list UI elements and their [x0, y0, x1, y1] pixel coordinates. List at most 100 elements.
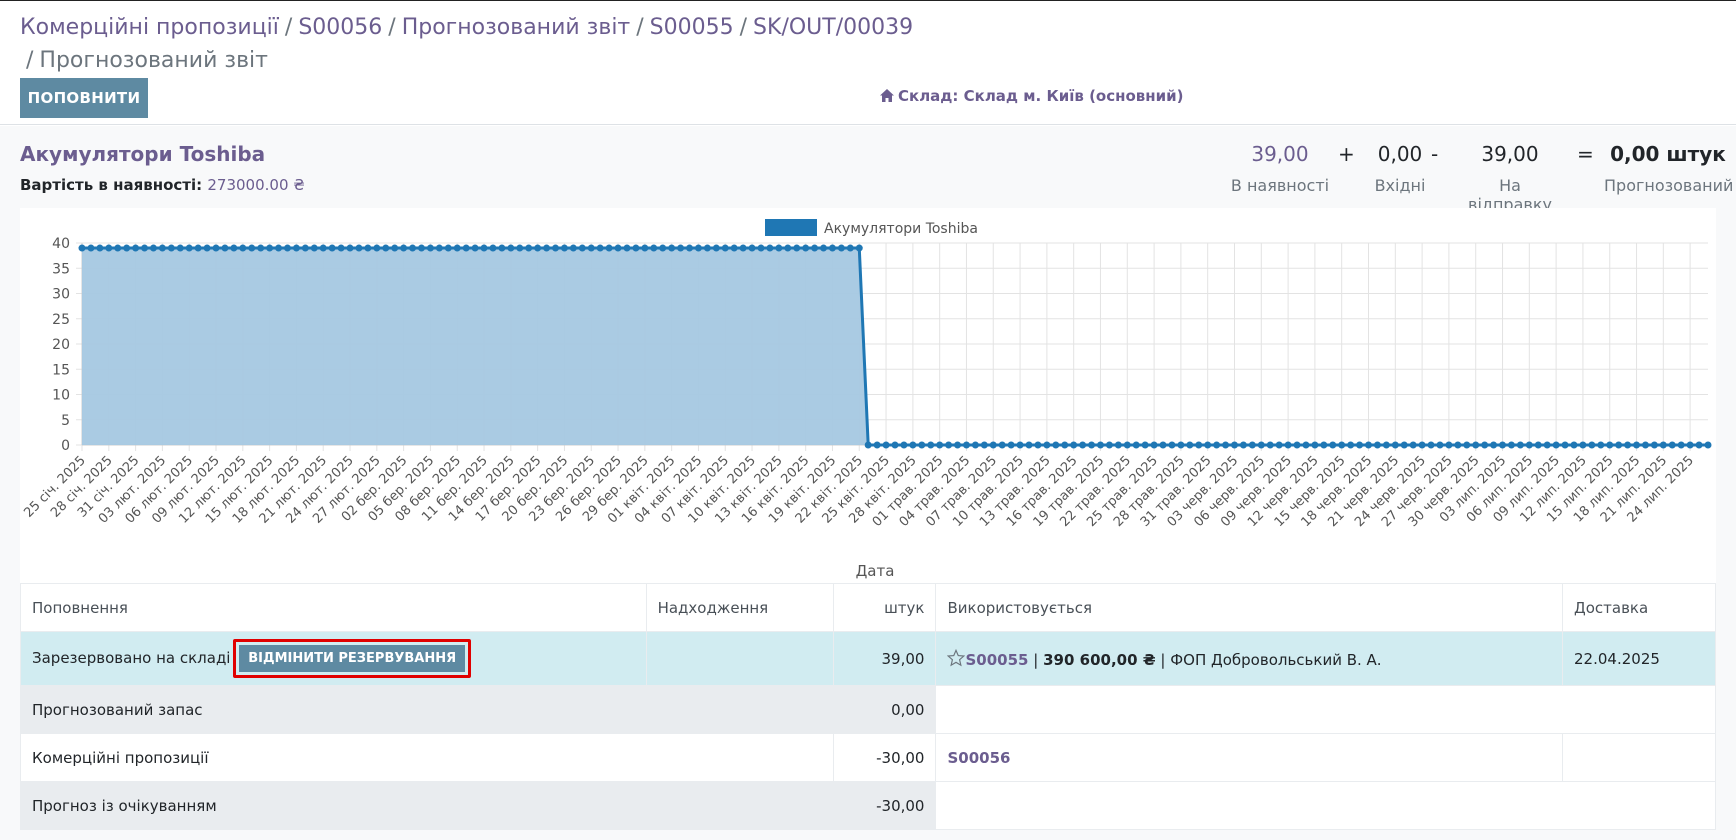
data-point [1177, 441, 1185, 449]
incoming-value: 0,00 [1377, 142, 1423, 166]
data-point [1624, 441, 1632, 449]
breadcrumb-item-delivery[interactable]: SK/OUT/00039 [753, 15, 914, 40]
data-point [141, 244, 149, 252]
data-point [194, 244, 202, 252]
data-point [1168, 441, 1176, 449]
data-point [632, 244, 640, 252]
data-point [221, 244, 229, 252]
data-point [757, 244, 765, 252]
data-point [552, 244, 560, 252]
data-point [123, 244, 131, 252]
data-point [1257, 441, 1265, 449]
data-point [1320, 441, 1328, 449]
data-point [1507, 441, 1515, 449]
on-hand-label: В наявності [1230, 176, 1330, 195]
data-point [275, 244, 283, 252]
plus-sign: + [1338, 142, 1355, 166]
forecast-table: Поповнення Надходження штук Використовує… [20, 583, 1716, 830]
data-point [1114, 441, 1122, 449]
data-point [882, 441, 890, 449]
y-tick-label: 35 [52, 261, 70, 277]
home-icon [880, 89, 894, 102]
data-point [1490, 441, 1498, 449]
data-point [1222, 441, 1230, 449]
data-point [1516, 441, 1524, 449]
on-hand-value[interactable]: 39,00 [1251, 142, 1309, 166]
data-point [900, 441, 908, 449]
top-border [0, 0, 1736, 1]
data-point [1570, 441, 1578, 449]
forecast-row-label: Прогнозований запас [20, 685, 834, 734]
star-icon[interactable] [947, 648, 966, 667]
report-content: Акумулятори Toshiba Вартість в наявності… [0, 126, 1736, 840]
data-point [319, 244, 327, 252]
data-point [1597, 441, 1605, 449]
pipe-separator-2: | [1160, 650, 1166, 669]
data-point [1561, 441, 1569, 449]
outgoing-value: 39,00 [1481, 142, 1539, 166]
warehouse-filter[interactable]: Склад: Склад м. Київ (основний) [880, 87, 1184, 105]
equals-sign: = [1577, 142, 1594, 166]
data-point [1445, 441, 1453, 449]
unreserve-button[interactable]: ВІДМІНИТИ РЕЗЕРВУВАННЯ [239, 645, 466, 672]
product-name[interactable]: Акумулятори Toshiba [20, 142, 266, 166]
breadcrumb-item-forecast-report[interactable]: Прогнозований звіт [401, 15, 631, 40]
data-point [534, 244, 542, 252]
data-point [1606, 441, 1614, 449]
data-point [507, 244, 515, 252]
y-tick-label: 25 [52, 312, 70, 328]
data-point [1213, 441, 1221, 449]
reserved-used-by-cell: S00055 | 390 600,00 ₴ | ФОП Добровольськ… [935, 631, 1564, 686]
data-point [1052, 441, 1060, 449]
data-point [1686, 441, 1694, 449]
data-point [1391, 441, 1399, 449]
data-point [301, 244, 309, 252]
breadcrumb-item-quotations[interactable]: Комерційні пропозиції [20, 15, 279, 40]
breadcrumb-item-s00056[interactable]: S00056 [298, 15, 383, 40]
data-point [1302, 441, 1310, 449]
data-point [578, 244, 586, 252]
replenish-button[interactable]: ПОПОВНИТИ [20, 78, 148, 118]
table-row-reserved: Зарезервовано на складі ВІДМІНИТИ РЕЗЕРВ… [20, 631, 1716, 686]
data-point [820, 244, 828, 252]
col-replenishment: Поповнення [20, 583, 647, 632]
data-point [1400, 441, 1408, 449]
reserved-order-link[interactable]: S00055 [965, 650, 1029, 669]
quotations-order-link[interactable]: S00056 [947, 748, 1011, 767]
table-header-row: Поповнення Надходження штук Використовує… [20, 583, 1716, 632]
data-point [248, 244, 256, 252]
data-point [677, 244, 685, 252]
data-point [310, 244, 318, 252]
y-tick-label: 30 [52, 287, 70, 303]
stock-value-label: Вартість в наявності: [20, 176, 203, 194]
breadcrumb: Комерційні пропозиції / S00056/Прогнозован… [20, 15, 914, 73]
data-point [569, 244, 577, 252]
data-point [918, 441, 926, 449]
data-point [954, 441, 962, 449]
data-point [1588, 441, 1596, 449]
data-point [659, 244, 667, 252]
data-point [1105, 441, 1113, 449]
data-point [382, 244, 390, 252]
reserved-qty: 39,00 [832, 631, 937, 686]
data-point [1695, 441, 1703, 449]
data-point [1239, 441, 1247, 449]
col-used-by: Використовується [935, 583, 1564, 632]
quotations-row-label: Комерційні пропозиції [20, 733, 834, 782]
col-units: штук [832, 583, 937, 632]
breadcrumb-item-s00055[interactable]: S00055 [649, 15, 734, 40]
data-point [721, 244, 729, 252]
data-point [400, 244, 408, 252]
data-point [614, 244, 622, 252]
data-point [1141, 441, 1149, 449]
data-point [516, 244, 524, 252]
data-point [212, 244, 220, 252]
data-point [444, 244, 452, 252]
quotations-row-used-by: S00056 [935, 733, 1564, 782]
data-point [605, 244, 613, 252]
x-axis-title: Дата [856, 562, 895, 580]
data-point [1382, 441, 1390, 449]
legend-swatch [765, 219, 817, 236]
pending-row-empty [935, 781, 1716, 830]
data-point [1079, 441, 1087, 449]
